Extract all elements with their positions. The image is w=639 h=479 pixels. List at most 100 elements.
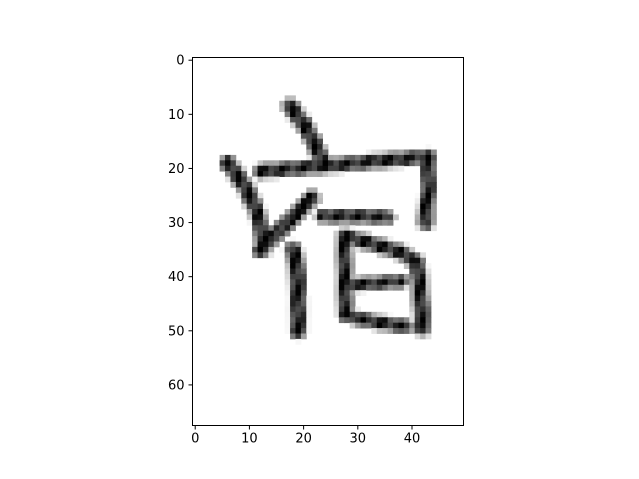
heatmap-cell — [268, 252, 275, 259]
heatmap-cell — [398, 252, 405, 259]
heatmap-cell — [425, 149, 432, 156]
heatmap-cell — [371, 154, 378, 161]
heatmap-cell — [295, 106, 302, 113]
heatmap-cell — [317, 133, 323, 140]
heatmap-cell — [268, 241, 275, 248]
heatmap-cell — [290, 328, 296, 334]
heatmap-cell — [230, 165, 237, 172]
heatmap-cell — [398, 317, 405, 324]
heatmap-cell — [225, 171, 231, 177]
heatmap-cell — [398, 328, 405, 334]
heatmap-cell — [338, 241, 345, 248]
heatmap-cell — [230, 160, 237, 167]
heatmap-cell — [355, 160, 361, 167]
heatmap-cell — [409, 279, 416, 286]
heatmap-cell — [290, 225, 296, 232]
heatmap-cell — [241, 181, 248, 188]
heatmap-cell — [420, 198, 426, 205]
heatmap-cell — [295, 219, 302, 226]
heatmap-cell — [398, 246, 405, 253]
heatmap-cell — [268, 225, 275, 232]
heatmap-cell — [295, 214, 302, 221]
heatmap-cell — [295, 284, 302, 291]
heatmap-cell — [355, 165, 361, 172]
heatmap-cell — [420, 225, 426, 232]
heatmap-cell — [262, 219, 269, 226]
heatmap-cell — [306, 328, 313, 334]
heatmap-cell — [273, 160, 280, 167]
heatmap-cell — [371, 209, 378, 215]
heatmap-cell — [382, 160, 389, 167]
heatmap-cell — [338, 225, 345, 232]
heatmap-cell — [279, 230, 286, 237]
heatmap-cell — [241, 203, 248, 210]
y-tick-label: 50 — [168, 324, 185, 339]
heatmap-cell — [409, 290, 416, 297]
heatmap-cell — [333, 311, 340, 318]
heatmap-cell — [355, 322, 361, 329]
heatmap-cell — [257, 171, 264, 177]
heatmap-cell — [252, 181, 258, 188]
heatmap-cell — [382, 214, 389, 221]
heatmap-cell — [414, 192, 421, 199]
heatmap-cell — [387, 279, 394, 286]
heatmap-cell — [420, 295, 426, 302]
heatmap-cell — [349, 160, 356, 167]
heatmap-cell — [235, 160, 242, 167]
heatmap-cell — [365, 209, 372, 215]
heatmap-cell — [300, 263, 307, 269]
heatmap-cell — [349, 322, 356, 329]
heatmap-cell — [425, 176, 432, 183]
heatmap-cell — [328, 219, 334, 226]
heatmap-cell — [425, 214, 432, 221]
heatmap-cell — [349, 165, 356, 172]
heatmap-cell — [420, 176, 426, 183]
heatmap-cell — [409, 306, 416, 313]
heatmap-cell — [365, 311, 372, 318]
heatmap-cell — [349, 236, 356, 242]
heatmap-cell — [409, 149, 416, 156]
heatmap-cell — [284, 257, 291, 264]
heatmap-cell — [284, 95, 291, 102]
heatmap-cell — [284, 106, 291, 113]
heatmap-cell — [300, 333, 307, 340]
heatmap-cell — [360, 311, 367, 318]
heatmap-cell — [306, 171, 313, 177]
y-tick-label: 60 — [168, 378, 185, 393]
heatmap-cell — [360, 290, 367, 297]
heatmap-cell — [257, 236, 264, 242]
heatmap-cell — [317, 165, 323, 172]
heatmap-cell — [290, 209, 296, 215]
heatmap-cell — [371, 273, 378, 280]
heatmap-cell — [349, 154, 356, 161]
heatmap-cell — [219, 154, 226, 161]
heatmap-cell — [393, 252, 399, 259]
heatmap-cell — [235, 187, 242, 194]
heatmap-cell — [252, 219, 258, 226]
heatmap-cell — [430, 171, 437, 177]
heatmap-cell — [349, 209, 356, 215]
heatmap-cell — [306, 138, 313, 145]
heatmap-cell — [425, 284, 432, 291]
heatmap-cell — [355, 273, 361, 280]
heatmap-cell — [328, 214, 334, 221]
heatmap-cell — [300, 328, 307, 334]
heatmap-cell — [225, 176, 231, 183]
heatmap-cell — [409, 322, 416, 329]
heatmap-cell — [262, 203, 269, 210]
heatmap-cell — [349, 295, 356, 302]
heatmap-cell — [317, 214, 323, 221]
heatmap-cell — [393, 246, 399, 253]
heatmap-cell — [403, 317, 410, 324]
heatmap-cell — [403, 160, 410, 167]
heatmap-cell — [393, 328, 399, 334]
heatmap-cell — [230, 171, 237, 177]
heatmap-cell — [338, 246, 345, 253]
heatmap-cell — [371, 214, 378, 221]
heatmap-cell — [333, 306, 340, 313]
heatmap-cell — [317, 160, 323, 167]
heatmap-cell — [306, 203, 313, 210]
heatmap-cell — [284, 328, 291, 334]
heatmap-cell — [252, 252, 258, 259]
